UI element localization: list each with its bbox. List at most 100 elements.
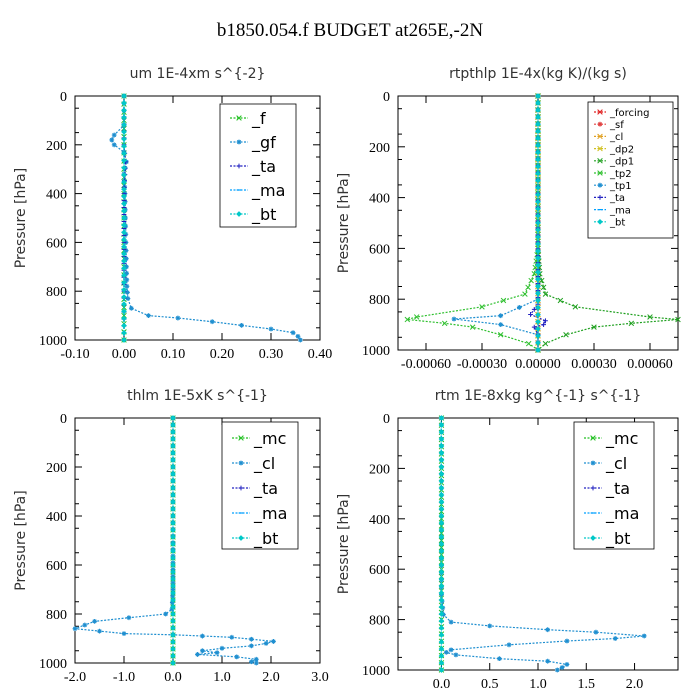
data-point <box>236 115 242 121</box>
y-axis-label: Pressure [hPa] <box>13 490 29 590</box>
data-point <box>559 665 565 670</box>
data-point <box>535 311 541 318</box>
data-point <box>124 264 129 270</box>
x-tick-label: 0.0 <box>164 670 182 685</box>
data-point <box>597 158 603 164</box>
data-point <box>535 206 541 212</box>
x-tick-label: 0.30 <box>259 347 284 362</box>
data-point <box>170 499 176 505</box>
data-point <box>612 636 618 641</box>
data-point <box>121 294 127 300</box>
data-point <box>170 593 176 599</box>
data-point <box>438 569 445 575</box>
data-point <box>170 639 176 645</box>
y-tick-label: 1000 <box>39 334 67 349</box>
data-point <box>234 654 240 660</box>
data-point <box>125 290 130 295</box>
data-point <box>535 191 541 198</box>
x-tick-label: 0.00060 <box>627 357 673 372</box>
data-point <box>121 121 127 128</box>
data-point <box>535 213 541 219</box>
data-point <box>121 136 127 142</box>
page-title: b1850.054.f BUDGET at265E,-2N <box>216 20 484 41</box>
legend-box <box>219 103 297 228</box>
data-point <box>253 660 259 666</box>
data-point <box>249 659 254 665</box>
data-point <box>438 471 445 477</box>
data-point <box>271 639 276 644</box>
data-point <box>438 625 445 631</box>
plot-frame <box>74 417 321 664</box>
data-point <box>438 429 445 435</box>
data-point <box>121 315 127 322</box>
data-point <box>236 211 242 217</box>
series-bt <box>535 93 541 353</box>
data-point <box>121 114 127 121</box>
data-point <box>451 316 457 322</box>
data-point <box>597 109 603 115</box>
legend-box <box>573 421 655 550</box>
data-point <box>535 128 541 135</box>
y-tick-label: 800 <box>46 285 67 300</box>
data-point <box>500 297 507 304</box>
data-point <box>590 460 596 466</box>
data-point <box>170 590 176 596</box>
data-point <box>121 308 127 315</box>
data-point <box>438 646 445 652</box>
data-point <box>200 648 205 654</box>
series-bt <box>170 415 176 666</box>
x-tick-label: 0.10 <box>161 347 186 362</box>
chart-panel: rtm 1E-8xkg kg^{-1} s^{-1} Pressure [hPa]… <box>336 388 679 692</box>
data-point <box>124 277 130 283</box>
data-point <box>121 251 127 257</box>
legend-entry: _ma <box>251 181 285 201</box>
data-point <box>438 660 445 666</box>
data-point <box>238 485 244 491</box>
data-point <box>175 315 181 321</box>
data-point <box>219 645 225 651</box>
data-point <box>170 597 176 603</box>
data-point <box>535 177 541 184</box>
data-point <box>448 647 454 653</box>
data-point <box>238 435 244 441</box>
y-tick-label: 400 <box>46 510 67 525</box>
legend-entry: _ma <box>605 504 639 524</box>
data-point <box>121 279 127 286</box>
y-tick-label: 0 <box>60 90 67 105</box>
data-point <box>535 340 541 346</box>
data-point <box>121 200 127 207</box>
data-point <box>170 604 176 610</box>
data-point <box>123 256 129 262</box>
legend-entry: _bt <box>609 218 625 229</box>
data-point <box>170 485 176 491</box>
y-axis-label: Pressure [hPa] <box>336 494 352 594</box>
data-point <box>121 272 127 279</box>
chart-panel: rtpthlp 1E-4x(kg K)/(kg s) Pressure [hPa]… <box>336 66 681 372</box>
data-point <box>597 145 603 152</box>
legend-entry: _ta <box>251 157 276 177</box>
x-tick-label: 2.0 <box>626 677 644 692</box>
y-axis-label: Pressure [hPa] <box>336 173 352 273</box>
data-point <box>169 606 175 612</box>
data-point <box>298 337 303 343</box>
data-point <box>123 231 129 237</box>
data-point <box>535 297 541 304</box>
data-point <box>170 464 176 470</box>
data-point <box>121 258 127 264</box>
data-point <box>170 534 176 540</box>
data-point <box>122 199 128 205</box>
series-bt <box>121 93 127 343</box>
x-tick-label: -0.00060 <box>401 357 451 372</box>
data-point <box>121 222 127 229</box>
data-point <box>528 277 534 284</box>
data-point <box>535 227 541 233</box>
x-tick-label: 0.40 <box>308 347 333 362</box>
data-point <box>413 314 420 320</box>
data-point <box>170 583 176 589</box>
data-point <box>124 270 130 276</box>
data-point <box>545 627 551 633</box>
data-point <box>72 626 78 632</box>
legend-entry: _gf <box>251 133 276 153</box>
data-point <box>522 291 528 297</box>
